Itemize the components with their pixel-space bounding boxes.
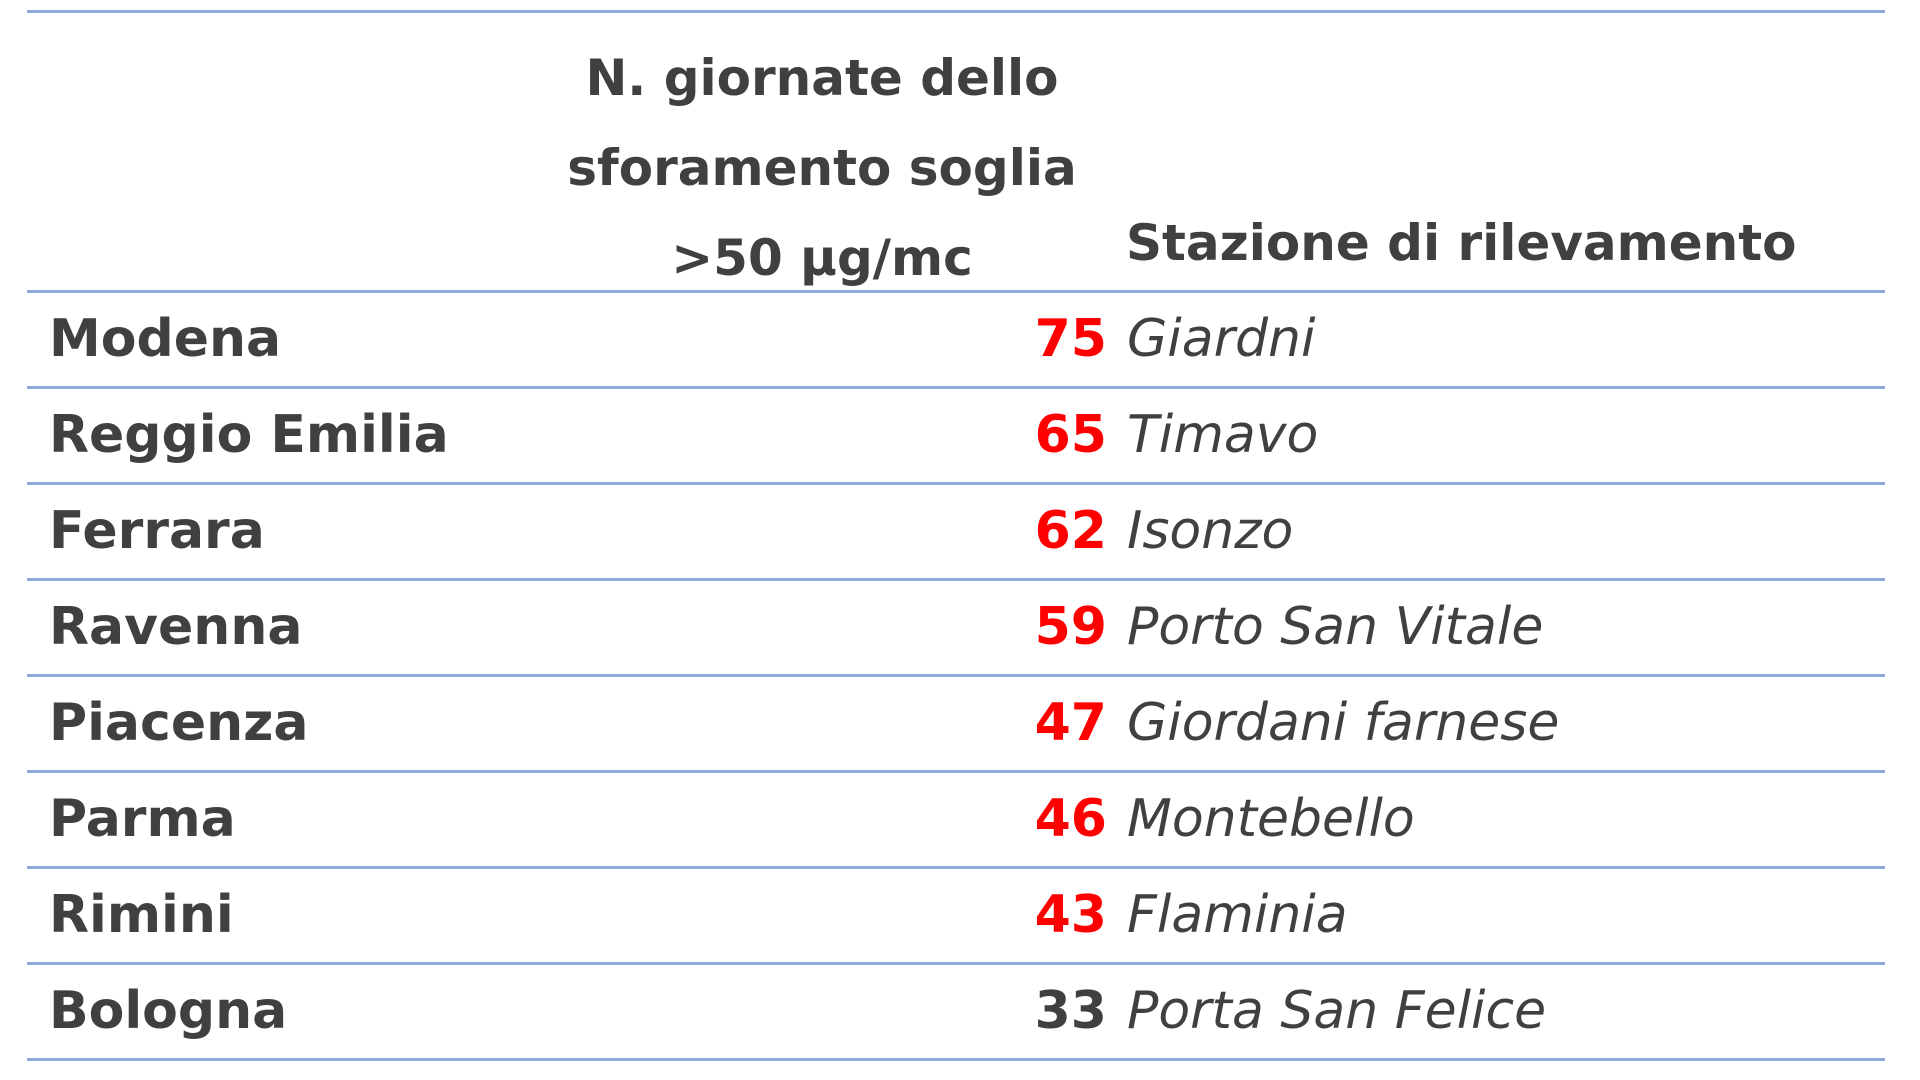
table-row: Piacenza 47 Giordani farnese xyxy=(27,677,1885,773)
cell-count: 65 xyxy=(1034,405,1107,465)
cell-station: Isonzo xyxy=(1127,501,1294,561)
cell-station: Giordani farnese xyxy=(1127,693,1560,753)
cell-count: 47 xyxy=(1034,693,1107,753)
cell-station: Porta San Felice xyxy=(1127,981,1547,1041)
pollution-table: N. giornate dello sforamento soglia >50 … xyxy=(27,0,1885,1080)
header-station: Stazione di rilevamento xyxy=(1126,214,1797,272)
cell-city: Bologna xyxy=(49,981,288,1041)
cell-count: 59 xyxy=(1034,597,1107,657)
table-row: Modena 75 Giardni xyxy=(27,293,1885,389)
cell-count: 33 xyxy=(1034,981,1107,1041)
cell-station: Montebello xyxy=(1127,789,1415,849)
header-count-line3: >50 µg/mc xyxy=(671,229,973,287)
cell-count: 46 xyxy=(1034,789,1107,849)
cell-count: 43 xyxy=(1034,885,1107,945)
cell-station: Flaminia xyxy=(1127,885,1348,945)
table-row: Parma 46 Montebello xyxy=(27,773,1885,869)
cell-city: Rimini xyxy=(49,885,234,945)
cell-count: 62 xyxy=(1034,501,1107,561)
cell-city: Piacenza xyxy=(49,693,309,753)
cell-station: Giardni xyxy=(1127,309,1316,369)
cell-city: Modena xyxy=(49,309,282,369)
cell-city: Ravenna xyxy=(49,597,303,657)
table-row: Ferrara 62 Isonzo xyxy=(27,485,1885,581)
table-top-rule xyxy=(27,10,1885,13)
cell-station: Porto San Vitale xyxy=(1127,597,1544,657)
cell-city: Reggio Emilia xyxy=(49,405,449,465)
cell-count: 75 xyxy=(1034,309,1107,369)
table-row: Bologna 33 Porta San Felice xyxy=(27,965,1885,1061)
table-row: Reggio Emilia 65 Timavo xyxy=(27,389,1885,485)
cell-city: Ferrara xyxy=(49,501,265,561)
table-row: Ravenna 59 Porto San Vitale xyxy=(27,581,1885,677)
table-row: Rimini 43 Flaminia xyxy=(27,869,1885,965)
header-count: N. giornate dello sforamento soglia >50 … xyxy=(497,33,1147,303)
table-header: N. giornate dello sforamento soglia >50 … xyxy=(27,13,1885,293)
header-count-line2: sforamento soglia xyxy=(567,139,1077,197)
cell-city: Parma xyxy=(49,789,236,849)
table-body: Modena 75 Giardni Reggio Emilia 65 Timav… xyxy=(27,293,1885,1061)
header-count-line1: N. giornate dello xyxy=(585,49,1059,107)
cell-station: Timavo xyxy=(1127,405,1319,465)
